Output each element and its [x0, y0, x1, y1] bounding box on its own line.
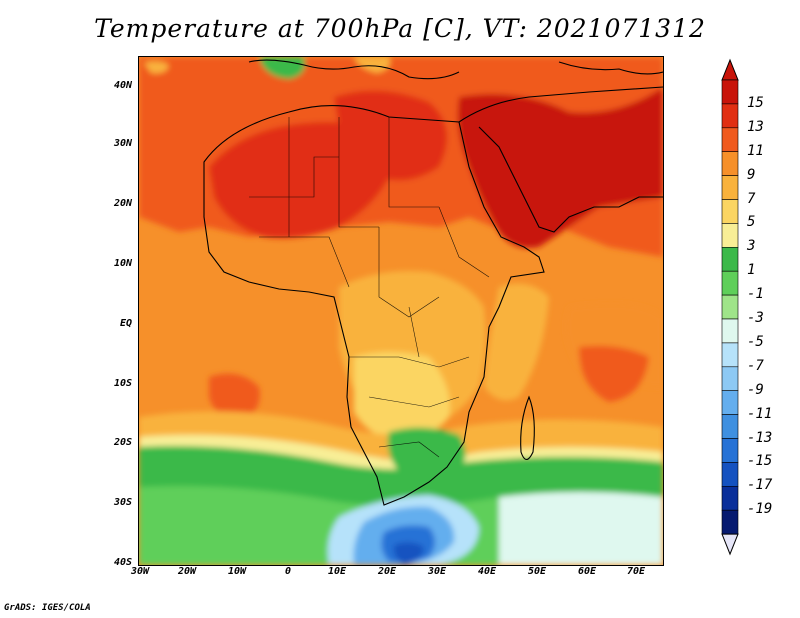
colorbar-box [721, 127, 739, 153]
colorbar-box [721, 294, 739, 320]
colorbar-box [721, 462, 739, 487]
colorbar-box [721, 270, 739, 296]
colorbar-tick-label: -9 [747, 381, 764, 398]
lon-label: 70E [626, 566, 646, 577]
footer-credit: GrADS: IGES/COLA [4, 603, 91, 613]
colorbar-tick-label: -11 [747, 405, 773, 422]
colorbar-box [721, 390, 739, 415]
lat-label: 10N [113, 258, 132, 269]
lat-label: 40S [113, 557, 132, 568]
lon-label: 20W [177, 566, 197, 577]
colorbar-box [721, 342, 739, 368]
colorbar [721, 58, 739, 556]
lat-label: 10S [113, 378, 132, 389]
chart-title: Temperature at 700hPa [C], VT: 202107131… [94, 14, 706, 43]
colorbar-tick-label: -7 [747, 357, 764, 374]
colorbar-tick-label: 3 [747, 238, 756, 255]
colorbar-box [721, 438, 739, 463]
colorbar-box [721, 151, 739, 176]
lat-label: 30S [113, 497, 132, 508]
lat-label: 40N [113, 80, 132, 91]
map-panel [138, 56, 664, 566]
temperature-map [139, 57, 663, 565]
coastlines [203, 59, 663, 506]
colorbar-box [721, 247, 739, 272]
colorbar-box [721, 223, 739, 248]
lon-label: 40E [477, 566, 497, 577]
lat-label: 30N [113, 138, 132, 149]
colorbar-box [721, 103, 739, 129]
colorbar-under-arrow [721, 533, 739, 556]
lon-label: 10E [327, 566, 347, 577]
lon-label: 30E [427, 566, 447, 577]
country-borders [249, 117, 490, 458]
colorbar-tick-label: -13 [747, 429, 773, 446]
colorbar-box [721, 79, 739, 105]
colorbar-tick-label: -17 [747, 477, 773, 494]
colorbar-tick-label: -15 [747, 453, 773, 470]
colorbar-tick-label: 13 [747, 118, 764, 135]
colorbar-box [721, 366, 739, 391]
colorbar-tick-label: 9 [747, 166, 756, 183]
lon-label: 30W [130, 566, 150, 577]
colorbar-tick-label: 1 [747, 262, 756, 279]
lon-label: 0 [284, 566, 292, 577]
colorbar-tick-label: -5 [747, 333, 764, 350]
colorbar-tick-label: 5 [747, 214, 756, 231]
colorbar-tick-label: -3 [747, 310, 764, 326]
lon-label: 50E [527, 566, 547, 577]
colorbar-tick-label: -19 [747, 501, 773, 518]
lon-label: 20E [377, 566, 397, 577]
colorbar-tick-label: 11 [747, 142, 764, 159]
lon-label: 10W [227, 566, 247, 577]
colorbar-box [721, 414, 739, 439]
lat-label: 20S [113, 437, 132, 448]
colorbar-box [721, 509, 739, 535]
colorbar-box [721, 175, 739, 200]
temperature-contours [139, 57, 663, 565]
colorbar-box [721, 485, 739, 511]
colorbar-tick-label: 15 [747, 94, 764, 111]
lat-label: EQ [119, 318, 132, 329]
colorbar-box [721, 318, 739, 344]
colorbar-box [721, 199, 739, 224]
colorbar-tick-label: 7 [747, 190, 756, 207]
lon-label: 60E [577, 566, 597, 577]
colorbar-over-arrow [721, 58, 739, 81]
colorbar-tick-label: -1 [747, 286, 764, 303]
lat-label: 20N [113, 198, 132, 209]
